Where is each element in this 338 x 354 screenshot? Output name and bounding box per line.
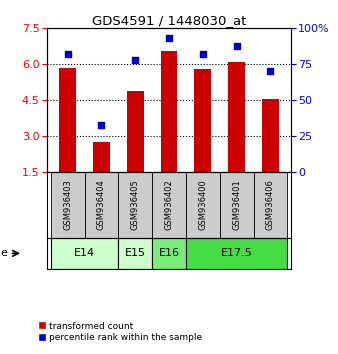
Point bbox=[234, 43, 239, 48]
Text: GSM936400: GSM936400 bbox=[198, 179, 207, 230]
Bar bbox=[161, 51, 177, 208]
Bar bbox=[262, 99, 279, 208]
Bar bbox=[228, 62, 245, 208]
Point bbox=[99, 122, 104, 127]
FancyBboxPatch shape bbox=[118, 238, 152, 269]
Text: GSM936406: GSM936406 bbox=[266, 179, 275, 230]
FancyBboxPatch shape bbox=[186, 238, 287, 269]
Point bbox=[132, 57, 138, 63]
Text: GSM936402: GSM936402 bbox=[165, 179, 173, 230]
Bar bbox=[93, 142, 110, 208]
Point bbox=[268, 69, 273, 74]
Point bbox=[166, 35, 172, 41]
Title: GDS4591 / 1448030_at: GDS4591 / 1448030_at bbox=[92, 14, 246, 27]
Text: E16: E16 bbox=[159, 249, 179, 258]
Text: GSM936405: GSM936405 bbox=[131, 179, 140, 230]
Legend: transformed count, percentile rank within the sample: transformed count, percentile rank withi… bbox=[35, 318, 206, 346]
Bar bbox=[59, 68, 76, 208]
Text: GSM936403: GSM936403 bbox=[63, 179, 72, 230]
FancyBboxPatch shape bbox=[118, 172, 152, 238]
FancyBboxPatch shape bbox=[152, 172, 186, 238]
FancyBboxPatch shape bbox=[84, 172, 118, 238]
FancyBboxPatch shape bbox=[220, 172, 254, 238]
Bar bbox=[194, 69, 211, 208]
Text: E14: E14 bbox=[74, 249, 95, 258]
FancyBboxPatch shape bbox=[51, 238, 118, 269]
Text: GSM936401: GSM936401 bbox=[232, 179, 241, 230]
Point bbox=[65, 51, 70, 57]
Text: E15: E15 bbox=[125, 249, 146, 258]
Text: GSM936404: GSM936404 bbox=[97, 179, 106, 230]
Bar bbox=[127, 91, 144, 208]
FancyBboxPatch shape bbox=[51, 172, 84, 238]
Text: E17.5: E17.5 bbox=[221, 249, 252, 258]
FancyBboxPatch shape bbox=[186, 172, 220, 238]
Text: age: age bbox=[0, 249, 8, 258]
FancyBboxPatch shape bbox=[152, 238, 186, 269]
FancyBboxPatch shape bbox=[254, 172, 287, 238]
Point bbox=[200, 51, 206, 57]
